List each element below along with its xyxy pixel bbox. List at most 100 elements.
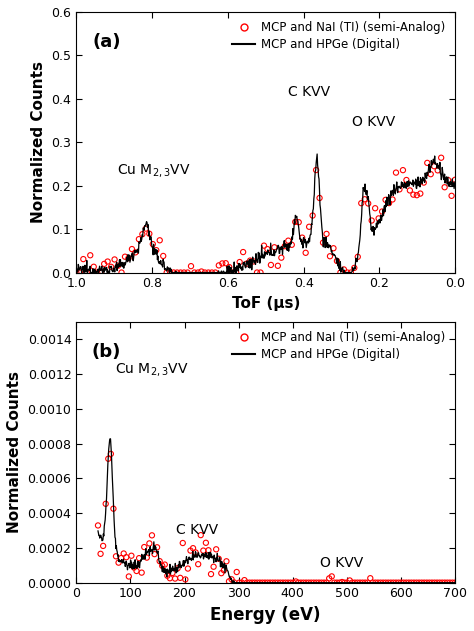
Point (389, 194, 396, 204)
Point (208, 268, 216, 278)
Point (254, 577, 261, 587)
Point (239, 247, 247, 257)
Point (406, 186, 414, 196)
Point (302, 577, 310, 587)
Point (361, 194, 368, 204)
Point (201, 268, 209, 278)
Point (320, 577, 328, 587)
Point (343, 577, 351, 587)
Point (371, 203, 379, 213)
Point (246, 577, 253, 587)
Point (170, 268, 177, 278)
Point (238, 577, 246, 587)
Point (159, 251, 167, 261)
Point (354, 577, 361, 587)
Point (430, 161, 438, 171)
Point (120, 548, 128, 558)
Point (441, 577, 448, 587)
Point (112, 551, 120, 562)
Point (210, 562, 218, 572)
Point (351, 577, 359, 587)
Point (102, 498, 109, 509)
Point (211, 268, 219, 278)
Point (410, 577, 418, 587)
Point (315, 577, 323, 587)
Point (405, 577, 412, 587)
Point (184, 563, 191, 574)
Point (308, 577, 315, 587)
Point (205, 545, 212, 555)
Point (164, 570, 171, 581)
Point (174, 563, 182, 574)
Point (420, 177, 428, 187)
Point (76, 268, 83, 278)
Point (387, 577, 395, 587)
Point (312, 165, 320, 175)
Point (230, 577, 238, 587)
Point (415, 577, 423, 587)
Point (202, 538, 210, 548)
Point (451, 175, 459, 185)
Point (392, 168, 400, 178)
Point (264, 244, 271, 254)
Point (121, 252, 129, 262)
Point (109, 504, 117, 514)
Text: (a): (a) (92, 33, 121, 50)
Point (169, 568, 176, 578)
Point (325, 574, 333, 584)
Point (451, 577, 459, 587)
Point (225, 576, 233, 586)
Point (434, 165, 441, 175)
Point (378, 206, 386, 216)
Y-axis label: Normalized Counts: Normalized Counts (7, 372, 22, 533)
Legend: MCP and NaI (TI) (semi-Analog), MCP and HPGe (Digital): MCP and NaI (TI) (semi-Analog), MCP and … (228, 328, 449, 365)
Point (156, 556, 164, 566)
Point (329, 243, 337, 253)
Text: O KVV: O KVV (320, 556, 363, 570)
Point (261, 577, 269, 587)
Point (402, 175, 410, 185)
X-axis label: ToF (μs): ToF (μs) (231, 296, 300, 311)
Point (413, 190, 420, 200)
Point (397, 577, 405, 587)
Point (300, 577, 307, 587)
Point (260, 240, 268, 251)
Point (207, 569, 215, 579)
Point (153, 542, 161, 552)
Point (118, 553, 125, 563)
Point (375, 213, 383, 223)
Point (104, 256, 111, 266)
Point (257, 268, 264, 278)
Text: O KVV: O KVV (352, 115, 395, 129)
Point (97, 549, 104, 559)
Point (384, 577, 392, 587)
Point (402, 577, 410, 587)
Point (385, 198, 393, 208)
Legend: MCP and NaI (TI) (semi-Analog), MCP and HPGe (Digital): MCP and NaI (TI) (semi-Analog), MCP and … (228, 18, 449, 54)
Point (413, 577, 420, 587)
Point (359, 577, 366, 587)
Point (93, 268, 101, 278)
Point (433, 577, 441, 587)
Text: Cu M$_{2,3}$VV: Cu M$_{2,3}$VV (115, 361, 189, 377)
Point (337, 268, 344, 278)
Point (192, 548, 200, 558)
Point (278, 252, 285, 262)
Point (148, 530, 156, 540)
Point (246, 256, 254, 266)
Point (264, 577, 271, 587)
Point (284, 235, 292, 245)
Point (316, 193, 323, 203)
Point (423, 158, 431, 168)
Text: Cu M$_{2,3}$VV: Cu M$_{2,3}$VV (117, 162, 191, 179)
Point (153, 245, 160, 255)
Point (184, 268, 191, 278)
Point (80, 254, 87, 264)
Point (156, 235, 164, 245)
Point (426, 577, 433, 587)
Point (187, 261, 195, 271)
Point (297, 577, 305, 587)
Point (248, 577, 256, 587)
Point (114, 261, 122, 271)
Point (229, 268, 237, 278)
